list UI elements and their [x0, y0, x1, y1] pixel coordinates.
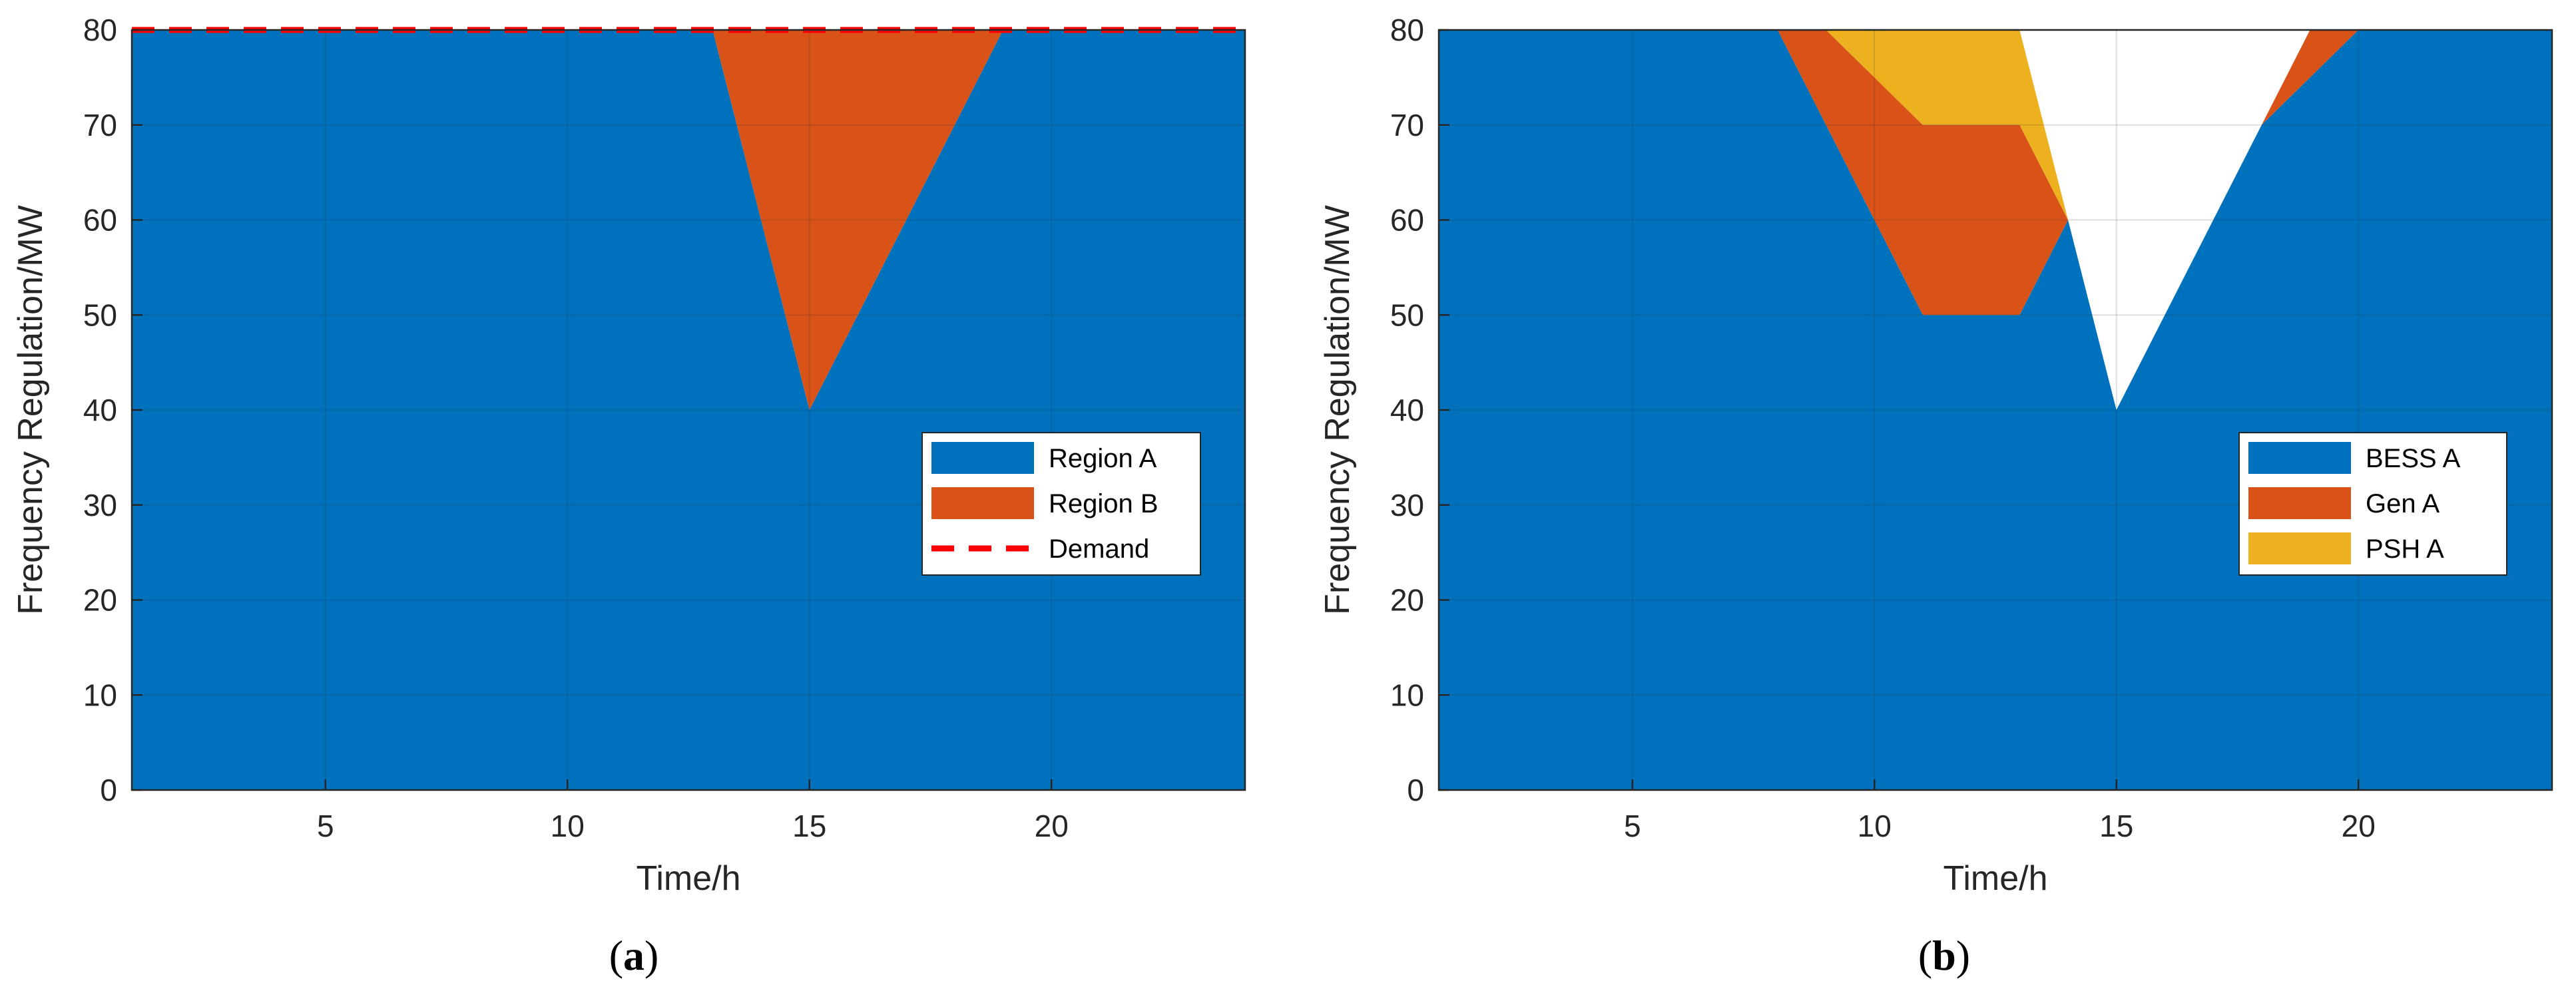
x-tick-label: 15 — [2099, 809, 2133, 843]
y-tick-label: 20 — [83, 583, 117, 618]
legend-entry-label: Region A — [1049, 444, 1157, 473]
area-series-psh-a — [1439, 30, 2552, 410]
legend-entry-label: PSH A — [2366, 534, 2444, 564]
y-tick-label: 60 — [1390, 203, 1424, 238]
panel-label-paren: ) — [1956, 932, 1970, 979]
y-tick-label: 10 — [1390, 678, 1424, 712]
y-tick-label: 80 — [83, 13, 117, 47]
y-tick-label: 20 — [1390, 583, 1424, 618]
x-tick-label: 10 — [1858, 809, 1892, 843]
legend-entry-label: Gen A — [2366, 489, 2440, 518]
x-tick-label: 15 — [792, 809, 826, 843]
panel-label-paren: ( — [1918, 932, 1932, 979]
panel-label: (b) — [1918, 932, 1970, 979]
x-axis-title: Time/h — [637, 859, 741, 898]
y-tick-label: 50 — [1390, 298, 1424, 332]
y-tick-label: 10 — [83, 678, 117, 712]
area-series-gen-a — [1439, 30, 2552, 410]
chart-panel-a: 5 10 15 20 0 10 20 30 40 50 60 70 80 Time/h Frequency … — [11, 13, 1246, 979]
y-tick-label: 30 — [1390, 488, 1424, 522]
y-tick-label: 30 — [83, 488, 117, 522]
x-tick-label: 20 — [2342, 809, 2376, 843]
y-tick-label: 0 — [100, 773, 117, 807]
y-tick-label: 60 — [83, 203, 117, 238]
y-tick-label: 70 — [83, 108, 117, 142]
y-tick-label: 40 — [1390, 393, 1424, 427]
y-tick-label: 80 — [1390, 13, 1424, 47]
panel-label: (a) — [609, 932, 659, 979]
y-axis-title: Frequency Regulation/MW — [1318, 205, 1357, 615]
x-tick-label: 5 — [1624, 809, 1641, 843]
panel-label-letter: a — [623, 932, 644, 979]
y-axis-title: Frequency Regulation/MW — [11, 205, 50, 615]
panel-label-paren: ( — [609, 932, 623, 979]
legend-swatch-psh-a — [2248, 532, 2351, 564]
legend-entry-label: BESS A — [2366, 444, 2461, 473]
y-tick-label: 50 — [83, 298, 117, 332]
chart-panel-b: 5 10 15 20 0 10 20 30 40 50 60 70 80 Time/h Frequency … — [1318, 13, 2553, 979]
y-tick-label: 0 — [1407, 773, 1424, 807]
panel-label-letter: b — [1932, 932, 1956, 979]
legend-entry-label: Demand — [1049, 534, 1149, 564]
legend-entry-label: Region B — [1049, 489, 1159, 518]
x-tick-label: 20 — [1035, 809, 1069, 843]
area-series-region-a — [132, 30, 1245, 790]
legend-swatch-region-b — [931, 487, 1034, 519]
legend-swatch-gen-a — [2248, 487, 2351, 519]
x-tick-label: 5 — [317, 809, 334, 843]
legend-swatch-bess-a — [2248, 442, 2351, 474]
x-axis-title: Time/h — [1943, 859, 2048, 898]
legend-swatch-region-a — [931, 442, 1034, 474]
area-series-bess-a — [1439, 30, 2552, 790]
panel-label-paren: ) — [644, 932, 658, 979]
y-tick-label: 40 — [83, 393, 117, 427]
y-tick-label: 70 — [1390, 108, 1424, 142]
x-tick-label: 10 — [551, 809, 585, 843]
